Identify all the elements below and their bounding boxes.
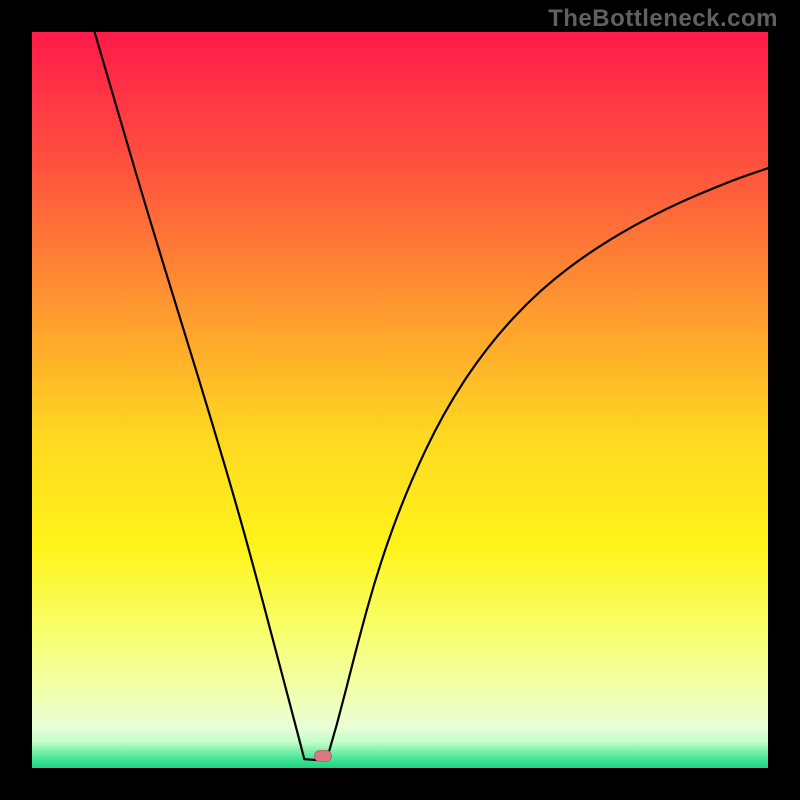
watermark-text: TheBottleneck.com — [548, 5, 778, 33]
bottleneck-curve — [32, 32, 768, 768]
minimum-marker — [314, 750, 332, 762]
chart-plot-area — [32, 32, 768, 768]
